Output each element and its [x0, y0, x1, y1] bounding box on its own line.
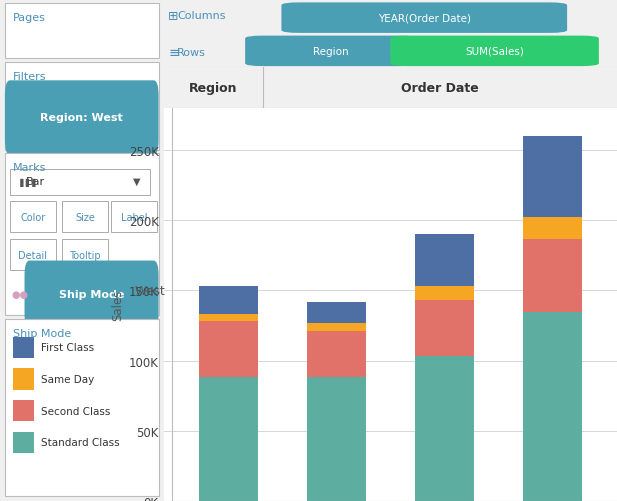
Text: West: West — [135, 285, 165, 298]
FancyBboxPatch shape — [25, 261, 159, 329]
Bar — [199, 287, 258, 315]
Bar — [523, 312, 582, 501]
Bar — [415, 301, 474, 357]
Text: Order Date: Order Date — [401, 82, 479, 95]
Text: Columns: Columns — [177, 11, 226, 21]
Text: Color: Color — [20, 212, 45, 222]
Bar — [307, 302, 366, 323]
Y-axis label: Sales: Sales — [112, 289, 125, 321]
Text: First Class: First Class — [41, 343, 94, 353]
Text: ●●: ●● — [11, 290, 28, 300]
Bar — [415, 357, 474, 501]
Text: ▐▐▐: ▐▐▐ — [16, 177, 36, 186]
Bar — [10, 169, 151, 195]
Text: Detail: Detail — [18, 250, 48, 260]
Bar — [10, 239, 56, 271]
Text: ▼: ▼ — [133, 177, 141, 187]
Text: Tooltip: Tooltip — [69, 250, 101, 260]
Text: Region: Region — [189, 82, 238, 95]
Text: Filters: Filters — [13, 72, 46, 82]
Bar — [5, 63, 159, 150]
Bar — [523, 137, 582, 218]
Bar — [62, 239, 108, 271]
Text: Region: West: Region: West — [40, 113, 123, 123]
Bar — [5, 319, 159, 496]
FancyBboxPatch shape — [5, 81, 159, 155]
Text: Ship Mode: Ship Mode — [13, 328, 72, 338]
Text: Second Class: Second Class — [41, 406, 110, 416]
Bar — [111, 202, 157, 233]
Text: Rows: Rows — [177, 48, 206, 58]
Bar — [523, 239, 582, 312]
Bar — [13, 432, 35, 453]
Bar — [13, 369, 35, 390]
Bar — [5, 154, 159, 316]
Text: Ship Mode: Ship Mode — [59, 290, 124, 300]
Bar — [62, 202, 108, 233]
Bar — [307, 323, 366, 332]
Text: Bar: Bar — [26, 177, 45, 187]
Bar — [199, 378, 258, 501]
Bar — [199, 315, 258, 322]
Text: ≡: ≡ — [168, 46, 180, 60]
Text: Same Day: Same Day — [41, 374, 94, 384]
FancyBboxPatch shape — [245, 37, 418, 67]
Text: ⊞: ⊞ — [168, 10, 178, 23]
Bar — [13, 400, 35, 421]
Text: Label: Label — [121, 212, 147, 222]
Bar — [523, 218, 582, 239]
Text: YEAR(Order Date): YEAR(Order Date) — [378, 14, 471, 24]
Bar — [307, 378, 366, 501]
Text: Marks: Marks — [13, 163, 46, 173]
Bar — [199, 322, 258, 378]
Text: Pages: Pages — [13, 13, 46, 23]
Bar — [415, 287, 474, 301]
Text: Size: Size — [75, 212, 95, 222]
Text: Region: Region — [313, 47, 349, 57]
FancyBboxPatch shape — [390, 37, 599, 67]
Text: SUM(Sales): SUM(Sales) — [465, 47, 524, 57]
Bar — [10, 202, 56, 233]
Bar — [5, 4, 159, 59]
Bar — [13, 337, 35, 358]
Bar — [307, 332, 366, 378]
FancyBboxPatch shape — [281, 4, 567, 34]
Text: Standard Class: Standard Class — [41, 437, 120, 447]
Bar — [415, 235, 474, 287]
